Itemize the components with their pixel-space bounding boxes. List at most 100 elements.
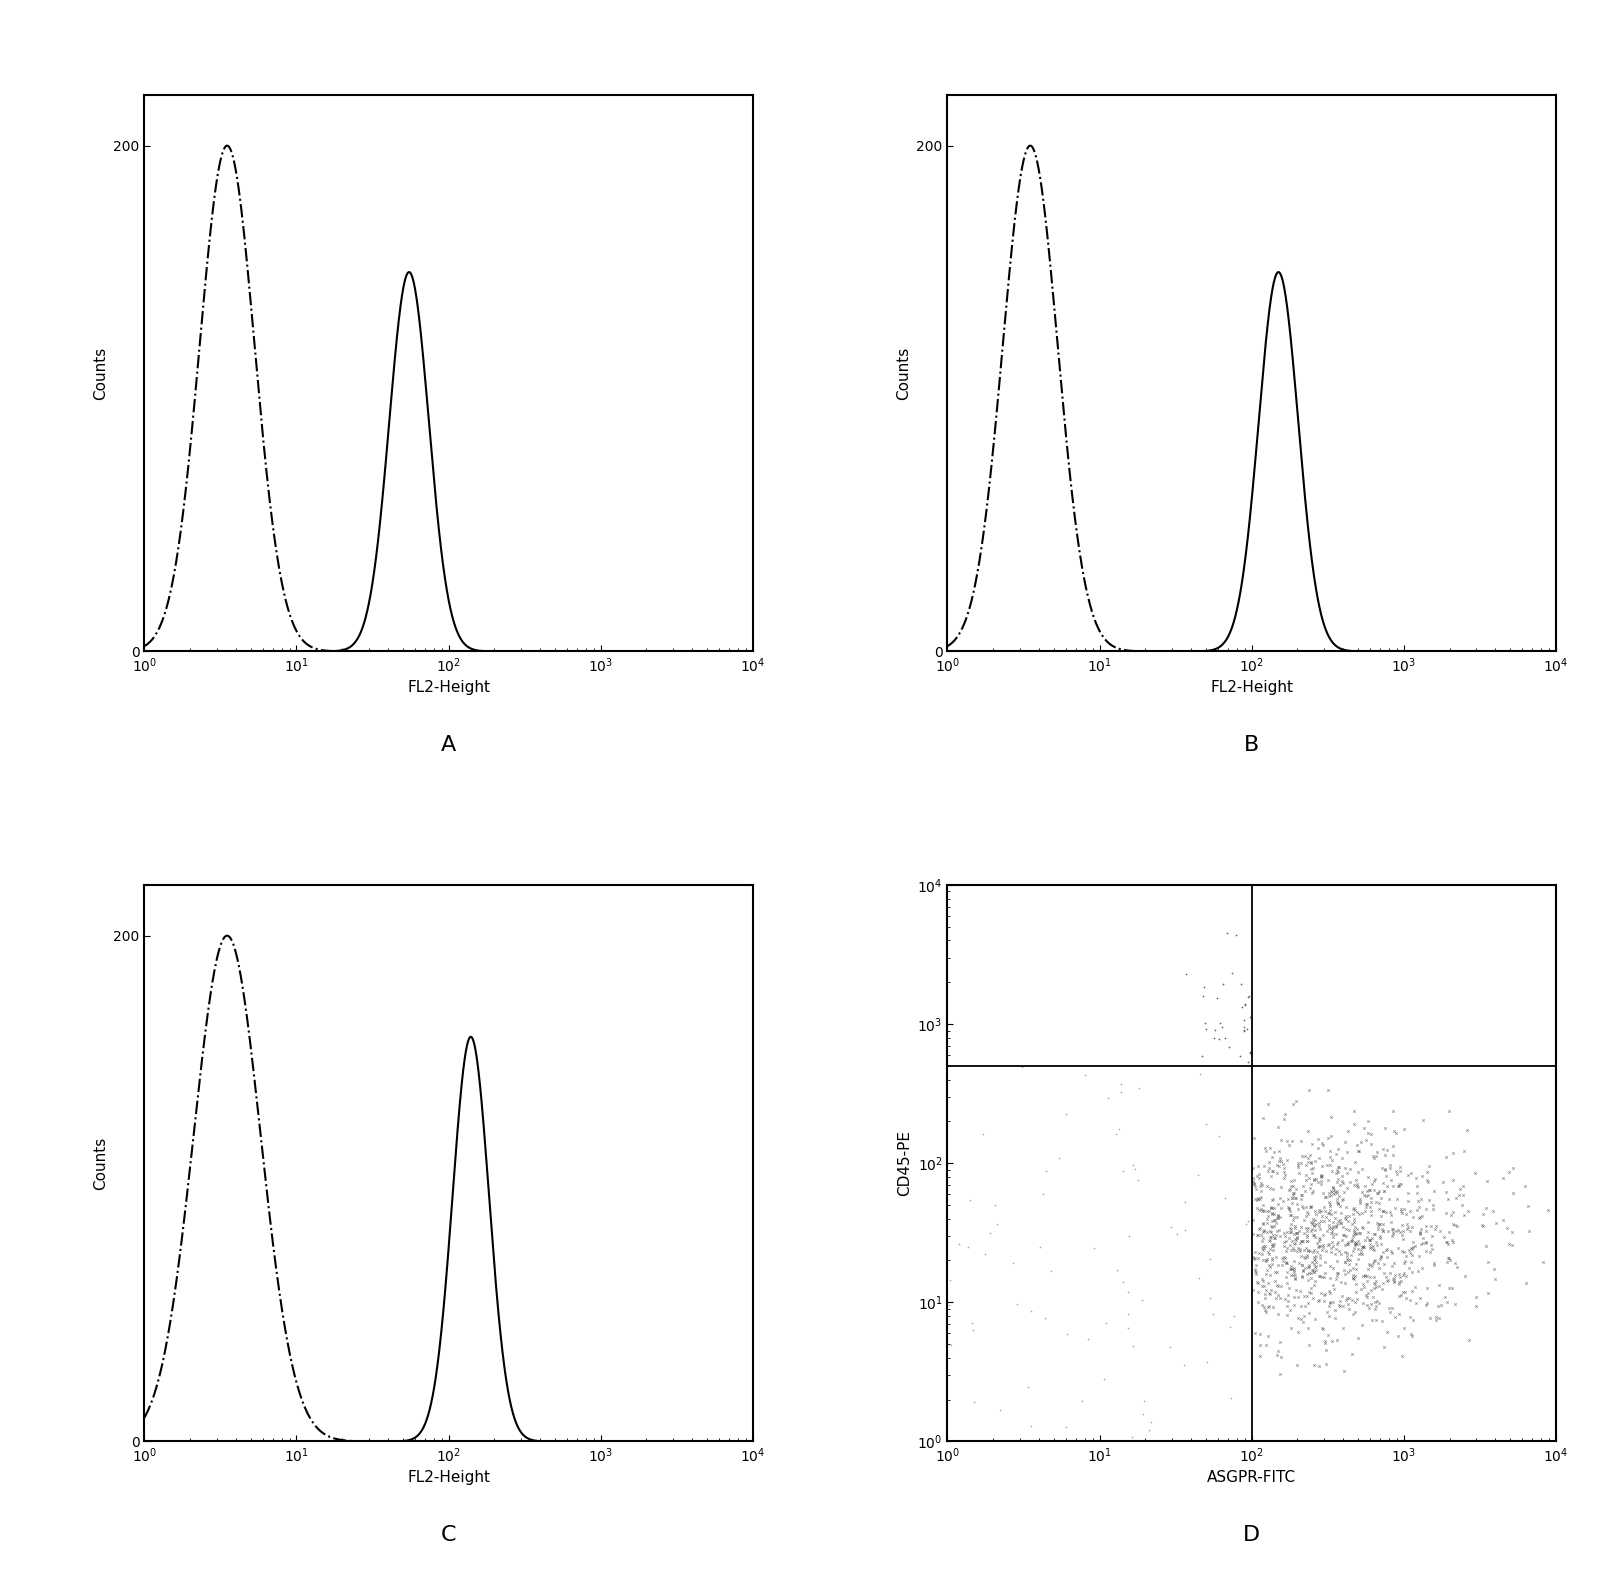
Point bbox=[1259, 1232, 1285, 1258]
Point bbox=[1317, 1253, 1343, 1278]
Point bbox=[1346, 1240, 1371, 1266]
Point bbox=[1370, 1218, 1395, 1243]
Point bbox=[1391, 1117, 1416, 1142]
Point bbox=[1266, 1139, 1291, 1164]
Point bbox=[1009, 1055, 1035, 1080]
Point bbox=[1405, 1172, 1431, 1198]
Point bbox=[1363, 1307, 1389, 1332]
Point bbox=[1331, 1205, 1357, 1231]
Point bbox=[1327, 1193, 1352, 1218]
Point bbox=[1341, 1220, 1367, 1245]
Point bbox=[1375, 1237, 1400, 1262]
Point bbox=[1418, 1213, 1444, 1239]
Point bbox=[1362, 1289, 1387, 1315]
Point bbox=[1436, 1186, 1461, 1212]
Point bbox=[1338, 1156, 1363, 1182]
Point bbox=[1299, 1131, 1325, 1156]
Point bbox=[1267, 1186, 1293, 1212]
Point bbox=[1306, 1169, 1331, 1194]
Point bbox=[1400, 1237, 1426, 1262]
Point bbox=[1423, 1304, 1448, 1329]
Point bbox=[1323, 1267, 1349, 1293]
Point bbox=[1400, 1234, 1426, 1259]
Point bbox=[1250, 1172, 1275, 1198]
Point bbox=[1383, 1304, 1408, 1329]
Point bbox=[1282, 1237, 1307, 1262]
Point bbox=[1333, 1217, 1359, 1242]
Point bbox=[1535, 1198, 1561, 1223]
Point bbox=[1298, 1175, 1323, 1201]
Point bbox=[1240, 1166, 1266, 1191]
Point bbox=[1256, 1155, 1282, 1180]
Point bbox=[1264, 1205, 1290, 1231]
Point bbox=[1395, 1188, 1421, 1213]
Point bbox=[1307, 1288, 1333, 1313]
Point bbox=[1416, 1153, 1442, 1178]
Point bbox=[1360, 1285, 1386, 1310]
Point bbox=[959, 1310, 985, 1335]
Point bbox=[1278, 1128, 1304, 1153]
Point bbox=[1530, 1250, 1556, 1275]
Point bbox=[1357, 1236, 1383, 1261]
Point bbox=[1407, 1220, 1432, 1245]
Point bbox=[1285, 1191, 1310, 1217]
Point bbox=[1298, 1193, 1323, 1218]
Point bbox=[1296, 1255, 1322, 1280]
Point bbox=[1415, 1159, 1440, 1185]
Point bbox=[1347, 1186, 1373, 1212]
Point bbox=[1383, 1196, 1408, 1221]
Point bbox=[1251, 1234, 1277, 1259]
Point bbox=[1286, 1218, 1312, 1243]
Point bbox=[1327, 1239, 1352, 1264]
Point bbox=[1301, 1259, 1327, 1285]
Point bbox=[1367, 1226, 1392, 1251]
X-axis label: ASGPR-FITC: ASGPR-FITC bbox=[1208, 1470, 1296, 1486]
Point bbox=[1107, 1117, 1132, 1142]
Point bbox=[1391, 1218, 1416, 1243]
Point bbox=[1456, 1327, 1482, 1353]
Point bbox=[1302, 1250, 1328, 1275]
Point bbox=[1346, 1139, 1371, 1164]
Point bbox=[1254, 1247, 1280, 1272]
Point bbox=[1318, 1239, 1344, 1264]
Point bbox=[1131, 1389, 1156, 1415]
Point bbox=[1269, 1245, 1294, 1270]
Point bbox=[1285, 1155, 1310, 1180]
Point bbox=[1357, 1177, 1383, 1202]
Point bbox=[1246, 1164, 1272, 1190]
Point bbox=[1251, 1294, 1277, 1319]
Point bbox=[1424, 1213, 1450, 1239]
Point bbox=[1450, 1182, 1476, 1207]
Point bbox=[1367, 1178, 1392, 1204]
Point bbox=[1306, 1228, 1331, 1253]
Point bbox=[1442, 1250, 1468, 1275]
Point bbox=[1349, 1237, 1375, 1262]
Point bbox=[1395, 1163, 1421, 1188]
Point bbox=[1298, 1194, 1323, 1220]
Point bbox=[1253, 1281, 1278, 1307]
Point bbox=[1328, 1210, 1354, 1236]
Point bbox=[1318, 1178, 1344, 1204]
Point bbox=[1302, 1247, 1328, 1272]
Point bbox=[1282, 1293, 1307, 1318]
Point bbox=[1120, 1424, 1145, 1449]
Point bbox=[1206, 1026, 1232, 1052]
Point bbox=[1349, 1213, 1375, 1239]
Point bbox=[1233, 1212, 1259, 1237]
Point bbox=[1378, 1261, 1404, 1286]
Point bbox=[1243, 1163, 1269, 1188]
Point bbox=[1320, 1272, 1346, 1297]
Point bbox=[1294, 1283, 1320, 1308]
Point bbox=[1294, 1229, 1320, 1255]
Point bbox=[1344, 1159, 1370, 1185]
Point bbox=[1338, 1169, 1363, 1194]
Point bbox=[1397, 1240, 1423, 1266]
Point bbox=[1283, 1177, 1309, 1202]
Point bbox=[1278, 1185, 1304, 1210]
Point bbox=[1240, 1245, 1266, 1270]
Point bbox=[1291, 1304, 1317, 1329]
Point bbox=[1360, 1221, 1386, 1247]
Point bbox=[1230, 995, 1256, 1020]
Point bbox=[1293, 1153, 1318, 1178]
Point bbox=[1116, 1223, 1142, 1248]
